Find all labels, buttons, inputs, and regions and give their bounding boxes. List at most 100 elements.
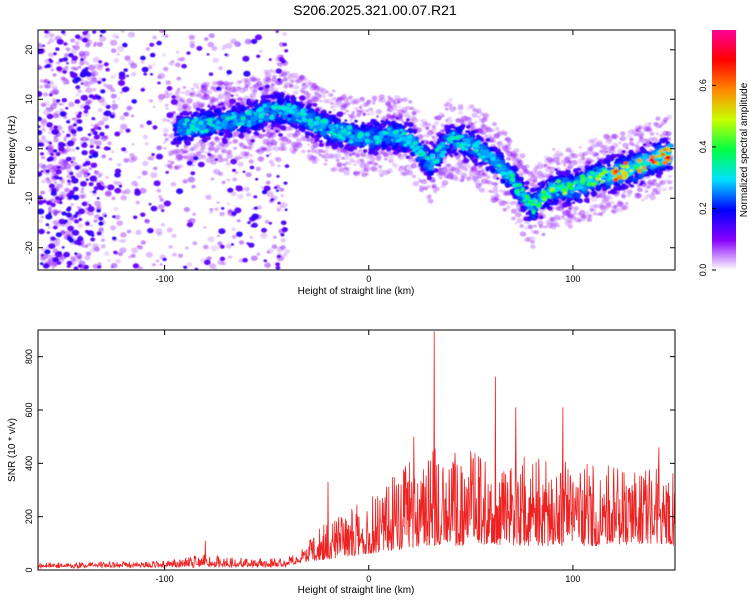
spectrogram-cell [88,167,93,170]
spectrogram-cell [283,90,287,93]
spectrogram-cell [217,101,221,104]
spectrogram-cell [176,51,179,54]
spectrogram-cell [585,211,589,215]
spectrogram-cell [187,176,196,183]
spectrogram-cell [432,150,435,154]
spectrogram-cell [120,232,127,238]
spectrogram-cell [170,99,178,105]
spectrogram-cell [434,186,440,191]
spectrogram-cell [327,153,334,159]
spectrogram-cell [152,125,158,130]
spectrogram-cell [531,173,535,177]
spectrogram-cell [55,152,61,157]
spectrogram-cell [258,86,264,91]
spectrogram-cell [314,138,320,142]
spectrogram-cell [665,131,672,137]
spectrogram-cell [100,244,106,249]
spectrogram-cell [85,221,90,226]
spectrogram-cell [83,109,89,114]
spectrogram-cell [249,165,255,170]
spectrogram-cell [621,194,626,199]
spectrogram-cell [223,128,230,134]
spectrogram-cell [66,207,71,212]
spectrogram-cell [48,183,55,189]
spectrogram-cell [195,151,202,156]
spectrogram-cell [501,145,509,151]
spectrogram-cell [275,262,281,267]
spectrogram-cell [196,45,203,51]
spectrogram-cell [112,100,116,103]
spectrogram-cell [359,158,365,163]
spectrogram-cell [186,222,194,228]
spectrogram-cell [634,132,639,137]
spectrogram-cell [438,135,443,139]
spectrogram-cell [270,131,275,136]
spectrogram-cell [117,45,125,52]
spectrogram-cell [117,80,126,86]
spectrogram-cell [264,262,271,268]
spectrogram-cell [203,138,208,143]
spectrogram-cell [53,52,57,56]
spectrogram-cell [157,75,162,80]
spectrogram-cell [120,123,128,130]
spectrogram-cell [423,121,429,126]
spectrogram-cell [592,212,597,216]
spectrogram-cell [380,119,384,123]
spectrogram-cell [164,103,169,107]
spectrogram-cell [442,166,448,172]
spectrogram-cell [131,180,138,186]
spectrogram-cell [203,226,207,229]
spectrogram-cell [118,71,126,77]
spectrogram-cell [209,263,217,270]
spectrogram-cell [41,135,46,139]
spectrogram-cell [280,245,286,250]
spectrogram-cell [195,107,201,111]
spectrogram-cell [649,194,656,200]
spectrogram-cell [342,163,347,167]
spectrogram-cell [193,143,200,149]
spectrogram-cell [327,98,334,104]
spectrogram-cell [572,211,578,216]
spectrogram-cell [480,178,488,185]
spectrogram-cell [429,140,435,146]
spectrogram-cell [263,259,268,263]
spectrogram-cell [466,176,472,181]
spectrogram-cell [79,72,87,78]
spectrogram-cell [100,235,104,238]
spectrogram-cell [455,167,460,171]
spectrogram-cell [167,160,171,163]
spectrogram-cell [207,256,212,260]
spectrogram-cell [332,89,336,93]
spectrogram-cell [41,164,47,169]
spectrogram-cell [157,204,165,210]
spectrogram-cell [77,223,84,229]
spectrogram-cell [466,116,471,121]
spectrogram-cell [42,263,50,269]
spectrogram-cell [38,116,42,122]
spectrogram-cell [218,66,223,71]
spectrogram-cell [86,172,91,176]
spectrogram-cell [169,92,173,95]
spectrogram-cell [605,203,612,208]
spectrogram-cell [59,164,67,170]
spectrogram-cell [56,261,62,265]
spectrogram-cell [221,207,225,210]
spectrogram-cell [255,177,259,181]
spectrogram-cell [173,141,177,145]
spectrogram-cell [53,125,58,130]
spectrogram-cell [60,230,66,235]
spectrogram-cell [230,94,234,98]
spectrogram-cell [637,131,645,137]
spectrogram-cell [144,219,150,224]
spectrogram-cell [78,193,81,196]
spectrogram-cell [117,163,122,167]
spectrogram-cell [227,202,231,205]
spectrogram-cell [55,232,63,238]
spectrogram-cell [465,162,471,168]
spectrogram-cell [264,72,272,78]
spectrogram-cell [275,157,282,163]
spectrogram-cell [246,129,252,134]
spectrogram-cell [242,145,248,150]
spectrogram-cell [511,154,517,159]
spectrogram-cell [200,85,205,88]
